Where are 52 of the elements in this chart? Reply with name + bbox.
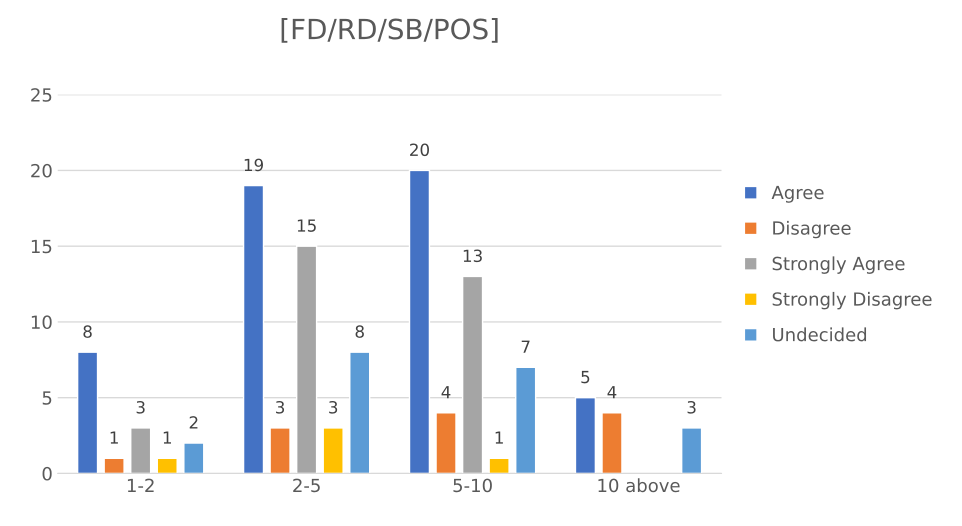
y-tick-label: 10 [32, 315, 52, 330]
data-label: 1 [496, 432, 503, 444]
data-label: 5 [581, 370, 590, 384]
data-label: 3 [136, 401, 145, 414]
x-tick-label: 10 above [598, 478, 680, 492]
bar [601, 412, 623, 474]
y-tick-label: 25 [31, 88, 52, 102]
data-label: 2 [190, 416, 198, 429]
bar [349, 352, 370, 474]
data-label: 1 [164, 432, 172, 444]
bar [103, 458, 125, 474]
bar [183, 442, 204, 474]
legend-label: Strongly Agree [772, 256, 905, 274]
legend-label: Undecided [773, 327, 866, 342]
data-label: 3 [329, 401, 338, 414]
data-label: 20 [410, 143, 429, 156]
bar [462, 276, 484, 474]
x-tick-label: 2-5 [293, 478, 320, 492]
bar [435, 412, 457, 474]
bar [488, 458, 510, 474]
bar [515, 366, 536, 474]
y-tick-label: 0 [42, 466, 52, 481]
bar [76, 352, 98, 474]
legend-label: Agree [772, 186, 824, 203]
legend-label: Strongly Disagree [772, 292, 932, 310]
bar [130, 427, 152, 474]
data-label: 8 [356, 325, 364, 338]
bar [242, 184, 264, 474]
data-label: 8 [83, 325, 92, 338]
chart-title: [FD/RD/SB/POS] [282, 18, 498, 43]
data-label: 3 [276, 401, 284, 414]
data-label: 7 [522, 340, 530, 353]
data-label: 13 [464, 250, 482, 262]
x-tick-label: 5-10 [453, 478, 492, 492]
x-tick-label: 1-2 [128, 478, 154, 492]
bar [574, 396, 596, 474]
y-tick-label: 5 [42, 391, 52, 405]
bar [296, 245, 318, 474]
data-label: 4 [442, 386, 450, 398]
bar [680, 427, 702, 474]
data-label: 4 [607, 386, 616, 398]
data-label: 19 [244, 158, 263, 172]
bar [269, 427, 291, 474]
bar [322, 427, 344, 474]
data-label: 1 [110, 432, 118, 444]
y-tick-label: 20 [31, 164, 52, 178]
y-tick-label: 15 [32, 240, 52, 254]
bar [408, 170, 430, 474]
data-label: 15 [298, 219, 316, 232]
data-label: 3 [688, 401, 696, 414]
legend-label: Disagree [773, 220, 851, 238]
bar [156, 458, 178, 474]
